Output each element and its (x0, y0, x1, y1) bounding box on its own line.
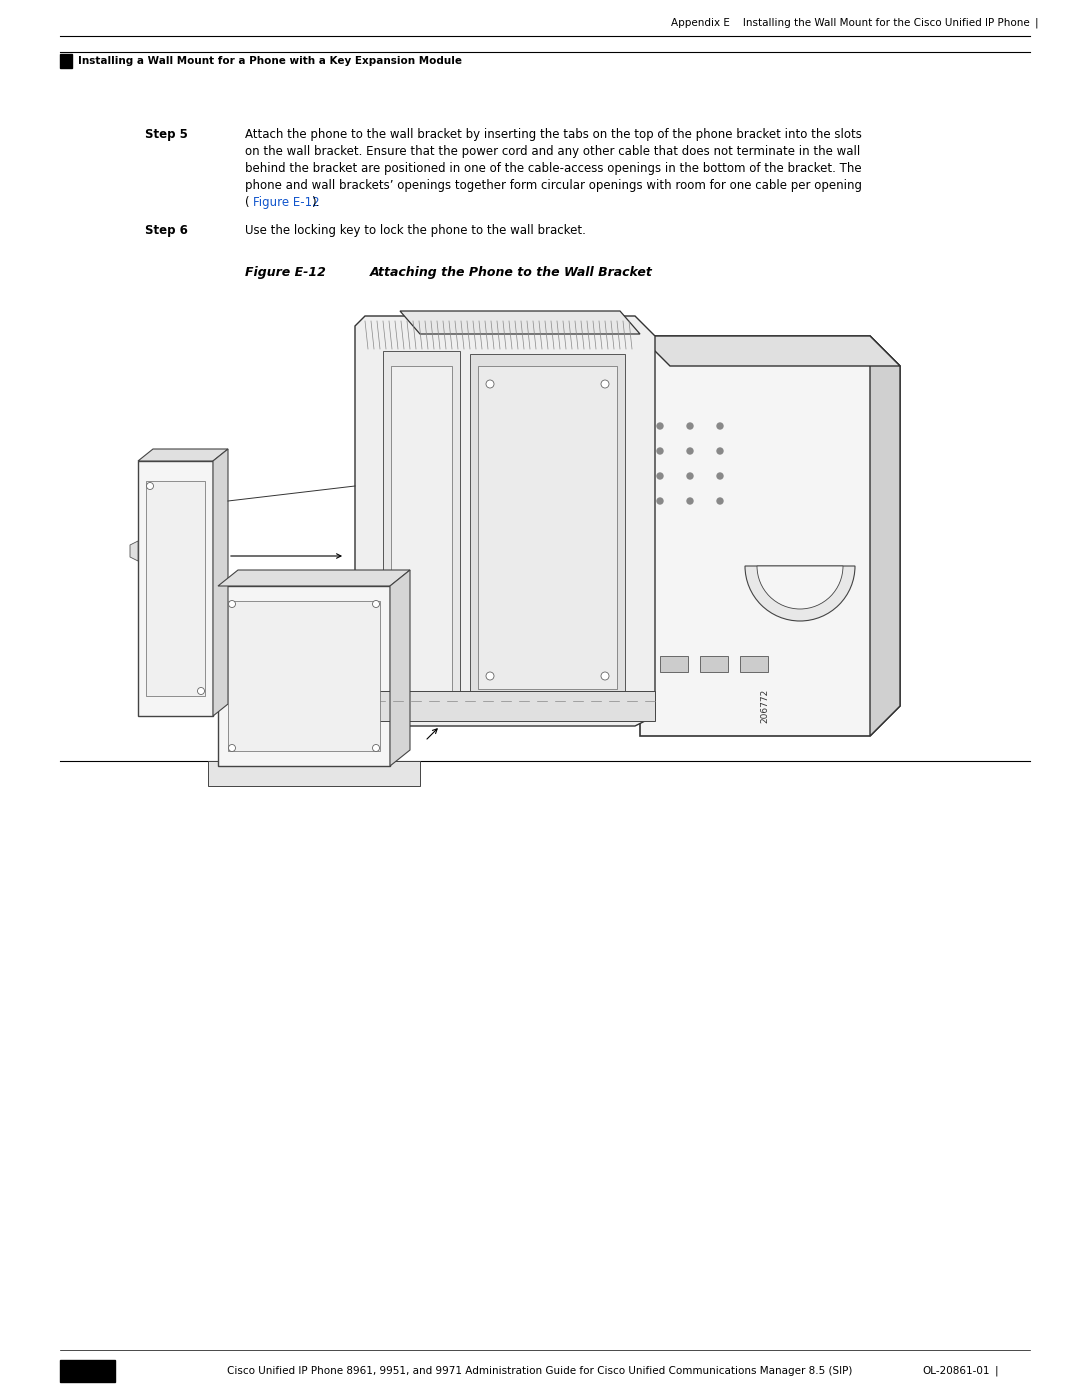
Text: Cisco Unified IP Phone 8961, 9951, and 9971 Administration Guide for Cisco Unifi: Cisco Unified IP Phone 8961, 9951, and 9… (227, 1366, 853, 1376)
Circle shape (687, 448, 693, 454)
Text: phone and wall brackets’ openings together form circular openings with room for : phone and wall brackets’ openings togeth… (245, 179, 862, 191)
Text: OL-20861-01: OL-20861-01 (922, 1366, 990, 1376)
Polygon shape (640, 337, 900, 736)
Polygon shape (478, 366, 617, 689)
Circle shape (717, 423, 723, 429)
Polygon shape (355, 316, 654, 726)
Circle shape (687, 423, 693, 429)
Bar (60, 1361, 114, 1382)
Circle shape (717, 497, 723, 504)
Circle shape (147, 482, 153, 489)
Polygon shape (213, 448, 228, 717)
Circle shape (657, 448, 663, 454)
Text: (: ( (245, 196, 249, 210)
Polygon shape (391, 366, 453, 701)
Text: Step 6: Step 6 (145, 224, 188, 237)
Text: Attach the phone to the wall bracket by inserting the tabs on the top of the pho: Attach the phone to the wall bracket by … (245, 129, 862, 141)
Text: Attaching the Phone to the Wall Bracket: Attaching the Phone to the Wall Bracket (370, 265, 653, 279)
Text: Figure E-12: Figure E-12 (245, 265, 326, 279)
Polygon shape (383, 351, 460, 717)
Circle shape (198, 687, 204, 694)
Text: Figure E-12: Figure E-12 (253, 196, 320, 210)
Circle shape (687, 497, 693, 504)
Polygon shape (218, 585, 390, 766)
Circle shape (486, 672, 494, 680)
Polygon shape (470, 353, 625, 701)
Polygon shape (365, 692, 654, 721)
Text: Step 5: Step 5 (145, 129, 188, 141)
Polygon shape (400, 312, 640, 334)
Text: ).: ). (311, 196, 320, 210)
Bar (700, 657, 728, 672)
Polygon shape (130, 541, 138, 562)
Bar (660, 657, 688, 672)
Circle shape (373, 601, 379, 608)
Circle shape (717, 474, 723, 479)
Circle shape (657, 474, 663, 479)
Bar (740, 657, 768, 672)
Polygon shape (138, 448, 228, 461)
Circle shape (687, 474, 693, 479)
Text: Use the locking key to lock the phone to the wall bracket.: Use the locking key to lock the phone to… (245, 224, 585, 237)
Text: on the wall bracket. Ensure that the power cord and any other cable that does no: on the wall bracket. Ensure that the pow… (245, 145, 861, 158)
Polygon shape (870, 337, 900, 736)
Text: 206772: 206772 (760, 689, 769, 724)
Polygon shape (146, 481, 205, 696)
Circle shape (717, 448, 723, 454)
Wedge shape (745, 566, 855, 622)
Text: Installing a Wall Mount for a Phone with a Key Expansion Module: Installing a Wall Mount for a Phone with… (78, 56, 462, 66)
Text: |: | (995, 1366, 999, 1376)
Wedge shape (757, 566, 843, 609)
Bar (60, 54, 72, 68)
Polygon shape (390, 570, 410, 766)
Polygon shape (208, 761, 420, 787)
Circle shape (373, 745, 379, 752)
Polygon shape (138, 461, 213, 717)
Circle shape (657, 423, 663, 429)
Text: behind the bracket are positioned in one of the cable-access openings in the bot: behind the bracket are positioned in one… (245, 162, 862, 175)
Text: E-14: E-14 (72, 1365, 102, 1377)
Text: Appendix E    Installing the Wall Mount for the Cisco Unified IP Phone: Appendix E Installing the Wall Mount for… (672, 18, 1030, 28)
Circle shape (229, 601, 235, 608)
Polygon shape (228, 601, 380, 752)
Text: |: | (1035, 18, 1039, 28)
Circle shape (486, 380, 494, 388)
Circle shape (600, 380, 609, 388)
Circle shape (229, 745, 235, 752)
Circle shape (657, 497, 663, 504)
Polygon shape (218, 570, 410, 585)
Circle shape (600, 672, 609, 680)
Polygon shape (640, 337, 900, 366)
